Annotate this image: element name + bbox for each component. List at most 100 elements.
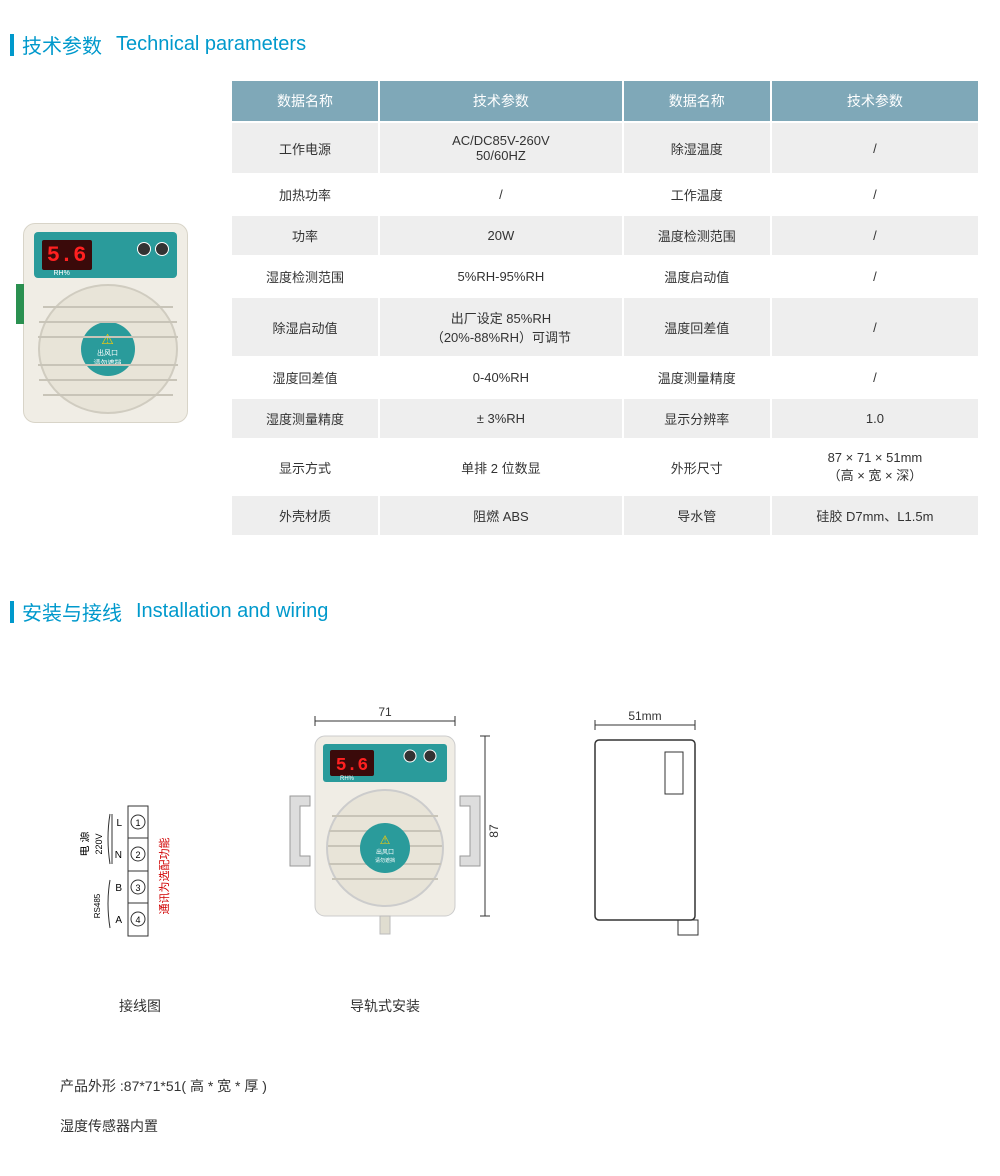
mounting-label: 导轨式安装 — [350, 996, 420, 1016]
grille-line — [39, 379, 177, 381]
fan-center-label: ⚠ 出风口 请勿遮挡 — [81, 322, 135, 376]
fan-grille: ⚠ 出风口 请勿遮挡 — [38, 284, 178, 414]
title-accent-bar — [10, 601, 14, 623]
terminal-num: 4 — [135, 915, 140, 925]
table-header: 数据名称 — [623, 80, 771, 122]
table-header: 数据名称 — [231, 80, 379, 122]
table-cell: 显示方式 — [231, 439, 379, 495]
dim-width: 71 — [378, 706, 392, 719]
wiring-svg: 1 2 3 4 L N B A 220V 电 源 RS485 通讯为选配功能 — [80, 786, 200, 966]
table-cell: 硅胶 D7mm、L1.5m — [771, 495, 979, 536]
wiring-label: 接线图 — [119, 996, 161, 1016]
fan-text: 出风口 — [376, 848, 394, 856]
table-row: 工作电源AC/DC85V-260V50/60HZ除湿温度/ — [231, 122, 979, 174]
table-cell: / — [771, 215, 979, 256]
rh-label: RH% — [54, 270, 70, 277]
terminal-num: 2 — [135, 850, 140, 860]
table-cell: ± 3%RH — [379, 398, 623, 439]
terminal-label: B — [115, 883, 122, 894]
table-cell: 外壳材质 — [231, 495, 379, 536]
table-cell: AC/DC85V-260V50/60HZ — [379, 122, 623, 174]
table-cell: 阻燃 ABS — [379, 495, 623, 536]
footer-notes: 产品外形 :87*71*51( 高 * 宽 * 厚 ) 湿度传感器内置 — [0, 1046, 1000, 1136]
terminal-label: L — [116, 818, 122, 829]
table-cell: / — [771, 357, 979, 398]
wiring-diagram: 1 2 3 4 L N B A 220V 电 源 RS485 通讯为选配功能 接… — [80, 786, 200, 1016]
footer-line2: 湿度传感器内置 — [60, 1116, 1000, 1136]
title-en: Technical parameters — [116, 33, 306, 56]
voltage-label: 220V — [94, 833, 104, 854]
button-set-icon — [155, 242, 169, 256]
table-cell: 湿度测量精度 — [231, 398, 379, 439]
device-buttons — [137, 242, 169, 256]
rh-label: RH% — [340, 776, 355, 782]
fan-text2: 请勿遮挡 — [94, 358, 122, 368]
device-illustration: 5.6 RH% ⚠ 出风口 请勿遮挡 — [23, 223, 188, 423]
table-cell: 外形尺寸 — [623, 439, 771, 495]
dim-height: 87 — [487, 824, 501, 838]
footer-line1: 产品外形 :87*71*51( 高 * 宽 * 厚 ) — [60, 1076, 1000, 1096]
grille-line — [43, 306, 173, 308]
fan-text: 请勿遮挡 — [375, 857, 395, 864]
table-cell: 湿度检测范围 — [231, 256, 379, 297]
warning-icon: ⚠ — [101, 331, 114, 348]
table-cell: 出厂设定 85%RH（20%-88%RH）可调节 — [379, 297, 623, 357]
device-panel: 5.6 RH% — [34, 232, 177, 278]
table-cell: 0-40%RH — [379, 357, 623, 398]
table-cell: 显示分辨率 — [623, 398, 771, 439]
table-cell: 除湿启动值 — [231, 297, 379, 357]
mounting-diagram: 71 87 5.6 RH% ⚠ 出风口 请勿遮挡 — [260, 706, 510, 1016]
grille-line — [38, 364, 178, 366]
terminal-label: A — [115, 915, 122, 926]
table-row: 功率20W温度检测范围/ — [231, 215, 979, 256]
table-cell: / — [771, 256, 979, 297]
side-view-spacer — [648, 1000, 652, 1016]
terminal-label: N — [115, 850, 122, 861]
rs485-label: RS485 — [93, 893, 102, 918]
table-row: 除湿启动值出厂设定 85%RH（20%-88%RH）可调节温度回差值/ — [231, 297, 979, 357]
fan-text1: 出风口 — [97, 348, 118, 358]
led-display: 5.6 — [42, 240, 92, 270]
table-cell: / — [771, 297, 979, 357]
table-row: 外壳材质阻燃 ABS导水管硅胶 D7mm、L1.5m — [231, 495, 979, 536]
terminal-num: 3 — [135, 883, 140, 893]
table-cell: 湿度回差值 — [231, 357, 379, 398]
power-label: 电 源 — [80, 831, 91, 856]
table-cell: 温度测量精度 — [623, 357, 771, 398]
table-cell: 单排 2 位数显 — [379, 439, 623, 495]
table-cell: 导水管 — [623, 495, 771, 536]
table-cell: 1.0 — [771, 398, 979, 439]
led-display: 5.6 — [336, 756, 368, 776]
table-cell: 20W — [379, 215, 623, 256]
grille-line — [43, 394, 173, 396]
table-cell: 温度启动值 — [623, 256, 771, 297]
warning-icon: ⚠ — [380, 833, 391, 847]
params-content: 5.6 RH% ⚠ 出风口 请勿遮挡 — [0, 79, 1000, 537]
table-cell: 温度检测范围 — [623, 215, 771, 256]
table-row: 湿度测量精度± 3%RH显示分辨率1.0 — [231, 398, 979, 439]
table-header: 技术参数 — [379, 80, 623, 122]
table-cell: 温度回差值 — [623, 297, 771, 357]
title-accent-bar — [10, 34, 14, 56]
section-title-install: 安装与接线 Installation and wiring — [10, 597, 1000, 626]
side-view-diagram: 51mm — [570, 710, 730, 1016]
section-title-params: 技术参数 Technical parameters — [10, 30, 1000, 59]
side-view-svg: 51mm — [570, 710, 730, 970]
button-up-icon — [137, 242, 151, 256]
terminal-block — [16, 284, 24, 324]
table-header: 技术参数 — [771, 80, 979, 122]
table-cell: / — [379, 174, 623, 215]
table-cell: 工作电源 — [231, 122, 379, 174]
diagrams-row: 1 2 3 4 L N B A 220V 电 源 RS485 通讯为选配功能 接… — [0, 646, 1000, 1046]
table-cell: 5%RH-95%RH — [379, 256, 623, 297]
table-row: 显示方式单排 2 位数显外形尺寸87 × 71 × 51mm（高 × 宽 × 深… — [231, 439, 979, 495]
table-row: 湿度检测范围5%RH-95%RH温度启动值/ — [231, 256, 979, 297]
table-cell: 除湿温度 — [623, 122, 771, 174]
grille-line — [38, 336, 178, 338]
table-cell: 加热功率 — [231, 174, 379, 215]
table-cell: / — [771, 174, 979, 215]
wiring-note: 通讯为选配功能 — [157, 838, 171, 915]
dim-depth: 51mm — [628, 710, 661, 723]
mounting-svg: 71 87 5.6 RH% ⚠ 出风口 请勿遮挡 — [260, 706, 510, 966]
params-table: 数据名称 技术参数 数据名称 技术参数 工作电源AC/DC85V-260V50/… — [230, 79, 980, 537]
